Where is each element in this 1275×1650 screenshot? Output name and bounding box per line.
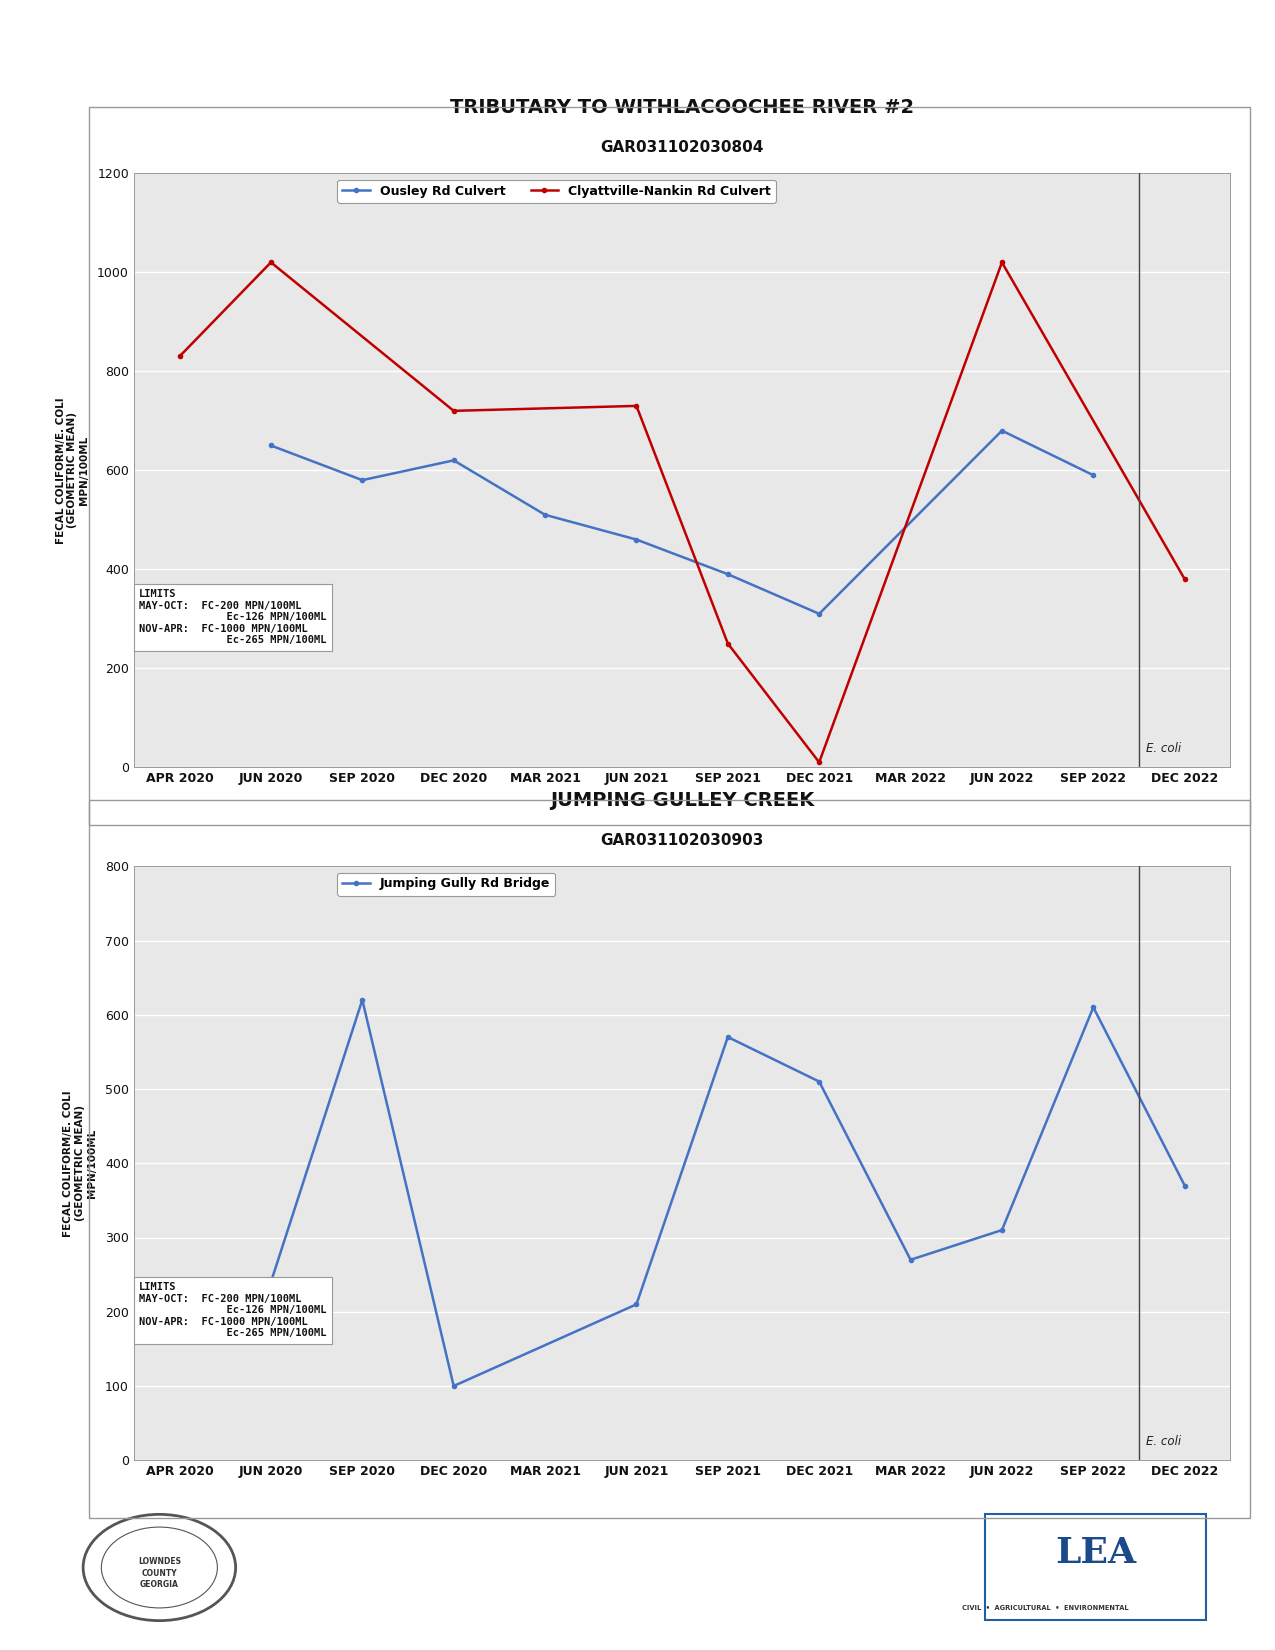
Ousley Rd Culvert xyxy=(538,505,553,525)
Text: GAR031102030903: GAR031102030903 xyxy=(601,833,764,848)
Y-axis label: FECAL COLIFORM/E. COLI
(GEOMETRIC MEAN)
MPN/100ML: FECAL COLIFORM/E. COLI (GEOMETRIC MEAN) … xyxy=(64,1091,97,1236)
Jumping Gully Rd Bridge xyxy=(1085,997,1100,1016)
Jumping Gully Rd Bridge xyxy=(1177,1175,1192,1195)
Line: Clyattville-Nankin Rd Culvert: Clyattville-Nankin Rd Culvert xyxy=(177,261,1187,764)
Jumping Gully Rd Bridge xyxy=(354,990,370,1010)
Ousley Rd Culvert xyxy=(720,564,736,584)
Text: E. coli: E. coli xyxy=(1146,1436,1182,1449)
Clyattville-Nankin Rd Culvert xyxy=(446,401,462,421)
Jumping Gully Rd Bridge xyxy=(903,1251,918,1270)
Text: LIMITS
MAY-OCT:  FC-200 MPN/100ML
              Ec-126 MPN/100ML
NOV-APR:  FC-10: LIMITS MAY-OCT: FC-200 MPN/100ML Ec-126 … xyxy=(139,1282,326,1338)
Jumping Gully Rd Bridge xyxy=(446,1376,462,1396)
Text: CIVIL  •  AGRICULTURAL  •  ENVIRONMENTAL: CIVIL • AGRICULTURAL • ENVIRONMENTAL xyxy=(963,1605,1128,1610)
Text: LIMITS
MAY-OCT:  FC-200 MPN/100ML
              Ec-126 MPN/100ML
NOV-APR:  FC-10: LIMITS MAY-OCT: FC-200 MPN/100ML Ec-126 … xyxy=(139,589,326,645)
FancyBboxPatch shape xyxy=(984,1515,1206,1620)
Text: LEA: LEA xyxy=(1054,1536,1136,1571)
Jumping Gully Rd Bridge xyxy=(263,1272,278,1292)
Clyattville-Nankin Rd Culvert xyxy=(1177,569,1192,589)
Ousley Rd Culvert xyxy=(811,604,826,624)
Clyattville-Nankin Rd Culvert xyxy=(811,752,826,772)
Jumping Gully Rd Bridge xyxy=(720,1026,736,1048)
Line: Ousley Rd Culvert: Ousley Rd Culvert xyxy=(269,429,1095,615)
Clyattville-Nankin Rd Culvert xyxy=(994,252,1010,272)
Jumping Gully Rd Bridge xyxy=(811,1072,826,1092)
Text: E. coli: E. coli xyxy=(1146,742,1182,756)
Text: GAR031102030804: GAR031102030804 xyxy=(601,140,764,155)
Y-axis label: FECAL COLIFORM/E. COLI
(GEOMETRIC MEAN)
MPN/100ML: FECAL COLIFORM/E. COLI (GEOMETRIC MEAN) … xyxy=(56,398,89,543)
Jumping Gully Rd Bridge xyxy=(629,1294,644,1313)
Clyattville-Nankin Rd Culvert xyxy=(172,346,187,366)
Text: LOWNDES: LOWNDES xyxy=(138,1558,181,1566)
Ousley Rd Culvert xyxy=(446,450,462,470)
Text: GEORGIA: GEORGIA xyxy=(140,1581,178,1589)
Text: COUNTY: COUNTY xyxy=(142,1569,177,1577)
Ousley Rd Culvert xyxy=(263,436,278,455)
Ousley Rd Culvert xyxy=(994,421,1010,441)
Text: JUMPING GULLEY CREEK: JUMPING GULLEY CREEK xyxy=(550,790,815,810)
Clyattville-Nankin Rd Culvert xyxy=(263,252,278,272)
Clyattville-Nankin Rd Culvert xyxy=(629,396,644,416)
Jumping Gully Rd Bridge xyxy=(172,1280,187,1300)
Jumping Gully Rd Bridge xyxy=(994,1221,1010,1241)
Text: TRIBUTARY TO WITHLACOOCHEE RIVER #2: TRIBUTARY TO WITHLACOOCHEE RIVER #2 xyxy=(450,97,914,117)
Legend: Jumping Gully Rd Bridge: Jumping Gully Rd Bridge xyxy=(338,873,556,896)
Ousley Rd Culvert xyxy=(1085,465,1100,485)
Ousley Rd Culvert xyxy=(629,530,644,549)
Legend: Ousley Rd Culvert, Clyattville-Nankin Rd Culvert: Ousley Rd Culvert, Clyattville-Nankin Rd… xyxy=(338,180,776,203)
Ousley Rd Culvert xyxy=(354,470,370,490)
Clyattville-Nankin Rd Culvert xyxy=(720,634,736,653)
Line: Jumping Gully Rd Bridge: Jumping Gully Rd Bridge xyxy=(177,998,1187,1388)
